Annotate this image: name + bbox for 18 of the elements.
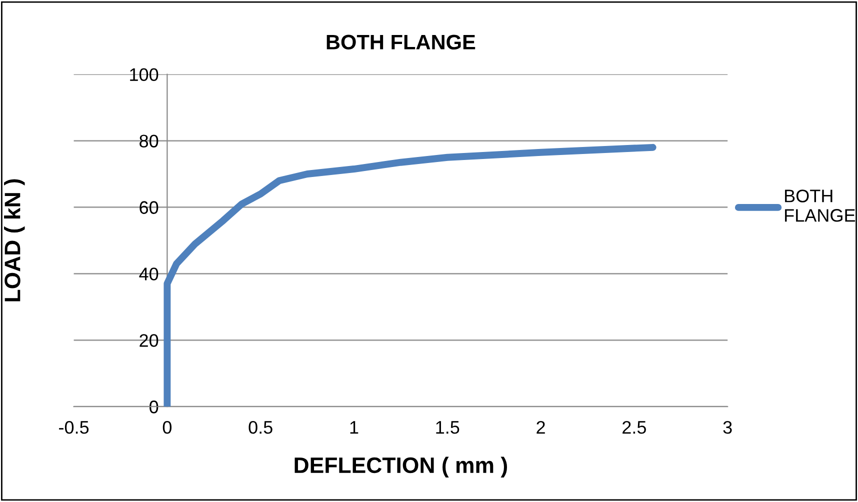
x-tick-label: 1 bbox=[350, 421, 358, 434]
x-tick-label: 2 bbox=[536, 420, 545, 434]
x-tick-label: 3 bbox=[723, 420, 732, 434]
y-axis-title: LOAD ( kN ) bbox=[4, 179, 25, 302]
x-tick-label: 1.5 bbox=[436, 421, 460, 434]
y-tick-label: 20 bbox=[140, 334, 158, 347]
x-tick-label: 0.5 bbox=[248, 420, 272, 434]
x-axis-title: DEFLECTION ( mm ) bbox=[294, 456, 507, 478]
y-tick-label: 40 bbox=[139, 268, 158, 280]
y-tick-label: 100 bbox=[130, 68, 158, 82]
x-tick-label: 0 bbox=[162, 420, 172, 434]
chart-title: BOTH FLANGE bbox=[326, 34, 476, 50]
y-tick-label: 0 bbox=[150, 400, 158, 414]
y-tick-label: 60 bbox=[140, 201, 158, 214]
y-tick-label: 80 bbox=[140, 134, 158, 148]
legend-label: BOTH FLANGE bbox=[785, 190, 856, 222]
x-tick-label: 2.5 bbox=[622, 420, 646, 434]
x-tick-label: -0.5 bbox=[59, 420, 89, 434]
